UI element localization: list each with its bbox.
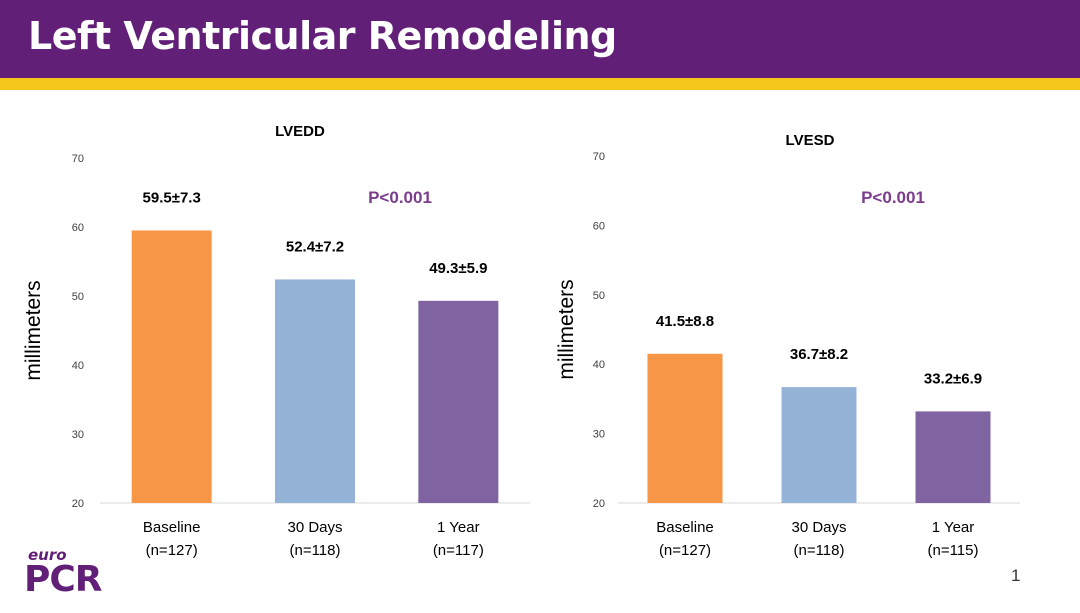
lvedd-category-label: 30 Days xyxy=(287,519,342,536)
lvesd-p-value: P<0.001 xyxy=(861,188,925,207)
lvesd-category-label: 30 Days xyxy=(791,519,846,536)
lvesd-category-label: Baseline xyxy=(656,519,714,536)
lvesd-category-label: 1 Year xyxy=(932,519,975,536)
lvesd-y-tick-label: 40 xyxy=(593,359,605,371)
lvedd-category-sublabel: (n=127) xyxy=(146,542,198,559)
lvesd-y-tick-label: 20 xyxy=(593,498,605,510)
lvesd-y-tick-label: 50 xyxy=(593,290,605,302)
lvedd-y-tick-label: 70 xyxy=(72,153,84,165)
lvesd-bar-2 xyxy=(781,387,857,503)
lvedd-y-tick-label: 40 xyxy=(72,360,84,372)
lvedd-bar-2 xyxy=(275,279,355,503)
lvesd-bar-3 xyxy=(915,411,991,503)
slide-header xyxy=(0,0,1080,78)
lvedd-y-axis-label: millimeters xyxy=(22,280,45,380)
lvedd-category-sublabel: (n=118) xyxy=(289,542,340,559)
europcr-logo: euro PCR xyxy=(24,548,104,604)
lvesd-y-tick-label: 30 xyxy=(593,429,605,441)
lvedd-y-tick-label: 20 xyxy=(72,498,84,510)
lvesd-chart-title: LVESD xyxy=(786,132,835,149)
lvedd-p-value: P<0.001 xyxy=(368,188,432,207)
lvesd-data-label: 33.2±6.9 xyxy=(924,370,982,387)
lvedd-data-label: 49.3±5.9 xyxy=(429,260,487,277)
lvesd-y-tick-label: 60 xyxy=(593,220,605,232)
lvesd-category-sublabel: (n=127) xyxy=(659,542,711,559)
lvedd-data-label: 52.4±7.2 xyxy=(286,238,344,255)
lvesd-y-tick-label: 70 xyxy=(593,151,605,163)
lvedd-data-label: 59.5±7.3 xyxy=(143,189,201,206)
logo-euro-text: euro xyxy=(28,546,67,564)
slide-title: Left Ventricular Remodeling xyxy=(28,14,617,58)
header-stripe xyxy=(0,78,1080,90)
lvedd-y-tick-label: 50 xyxy=(72,291,84,303)
lvedd-bar-3 xyxy=(418,300,499,503)
lvesd-y-axis-label: millimeters xyxy=(555,279,578,379)
lvedd-category-label: Baseline xyxy=(143,519,201,536)
lvesd-data-label: 41.5±8.8 xyxy=(656,313,714,330)
lvesd-category-sublabel: (n=118) xyxy=(793,542,844,559)
lvedd-category-label: 1 Year xyxy=(437,519,480,536)
lvedd-chart-title: LVEDD xyxy=(275,123,325,140)
lvesd-data-label: 36.7±8.2 xyxy=(790,346,848,363)
page-number: 1 xyxy=(1011,566,1021,585)
lvedd-y-tick-label: 60 xyxy=(72,222,84,234)
logo-pcr-text: PCR xyxy=(24,559,103,600)
lvedd-category-sublabel: (n=117) xyxy=(433,542,484,559)
lvesd-bar-1 xyxy=(647,353,723,503)
lvesd-category-sublabel: (n=115) xyxy=(927,542,978,559)
lvedd-bar-1 xyxy=(131,230,212,503)
lvedd-y-tick-label: 30 xyxy=(72,429,84,441)
